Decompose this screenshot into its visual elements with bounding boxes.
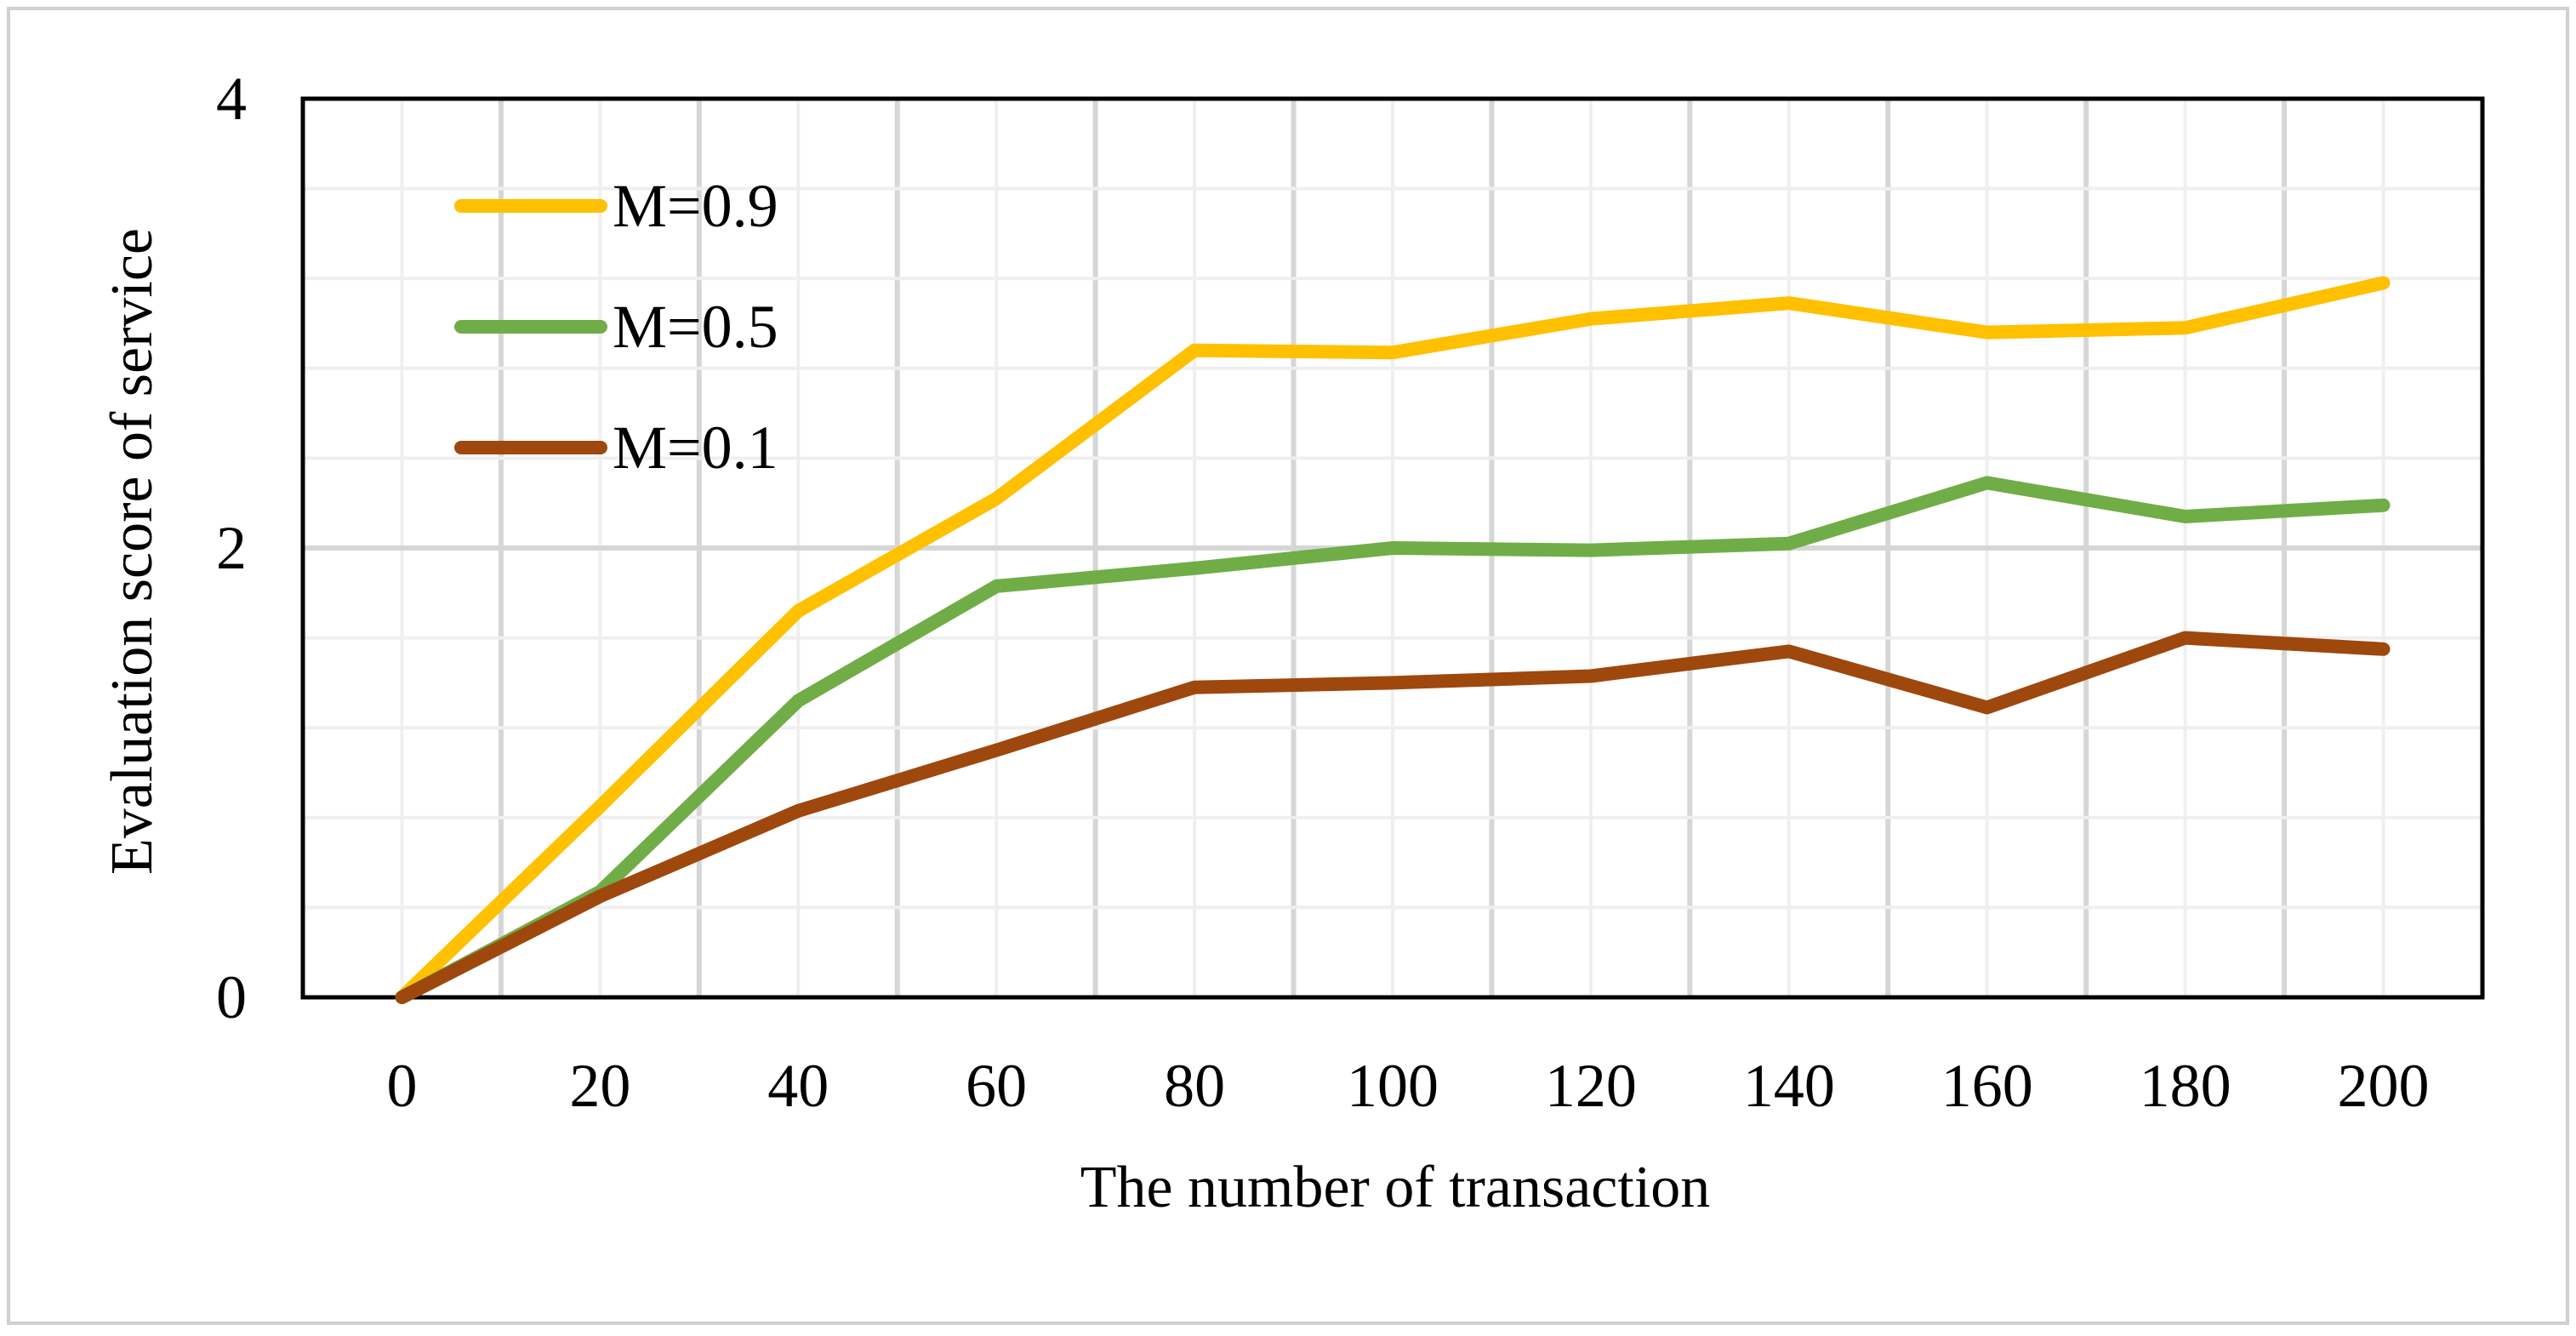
series-line-M=0.5 xyxy=(395,476,2391,1004)
x-tick-label: 80 xyxy=(1164,1052,1225,1120)
x-tick-label: 160 xyxy=(1941,1052,2033,1120)
legend-label: M=0.9 xyxy=(613,172,778,240)
y-tick-label: 2 xyxy=(216,514,247,582)
x-tick-label: 0 xyxy=(386,1052,417,1120)
x-tick-label: 60 xyxy=(966,1052,1027,1120)
series-line-M=0.1 xyxy=(395,631,2391,1004)
y-axis-title: Evaluation score of service xyxy=(100,228,165,875)
x-tick-label: 40 xyxy=(767,1052,829,1120)
legend: M=0.9 M=0.5 M=0.1 xyxy=(454,172,778,482)
outer-border xyxy=(7,7,2569,1325)
x-tick-label: 20 xyxy=(569,1052,630,1120)
x-tick-label: 100 xyxy=(1347,1052,1439,1120)
x-tick-label: 120 xyxy=(1545,1052,1637,1120)
y-tick-label: 4 xyxy=(216,65,247,133)
y-tick-label: 0 xyxy=(216,963,247,1031)
plot-area-border xyxy=(300,96,2485,1000)
legend-label: M=0.5 xyxy=(613,293,778,361)
axes xyxy=(300,96,2485,1000)
x-tick-label: 140 xyxy=(1743,1052,1835,1120)
x-tick-label: 200 xyxy=(2338,1052,2430,1120)
x-tick-label: 180 xyxy=(2140,1052,2231,1120)
x-axis-title: The number of transaction xyxy=(1080,1155,1711,1220)
series-lines xyxy=(395,276,2391,1004)
grid xyxy=(303,99,2482,997)
series-line-M=0.9 xyxy=(395,276,2391,1004)
legend-label: M=0.1 xyxy=(613,414,778,482)
